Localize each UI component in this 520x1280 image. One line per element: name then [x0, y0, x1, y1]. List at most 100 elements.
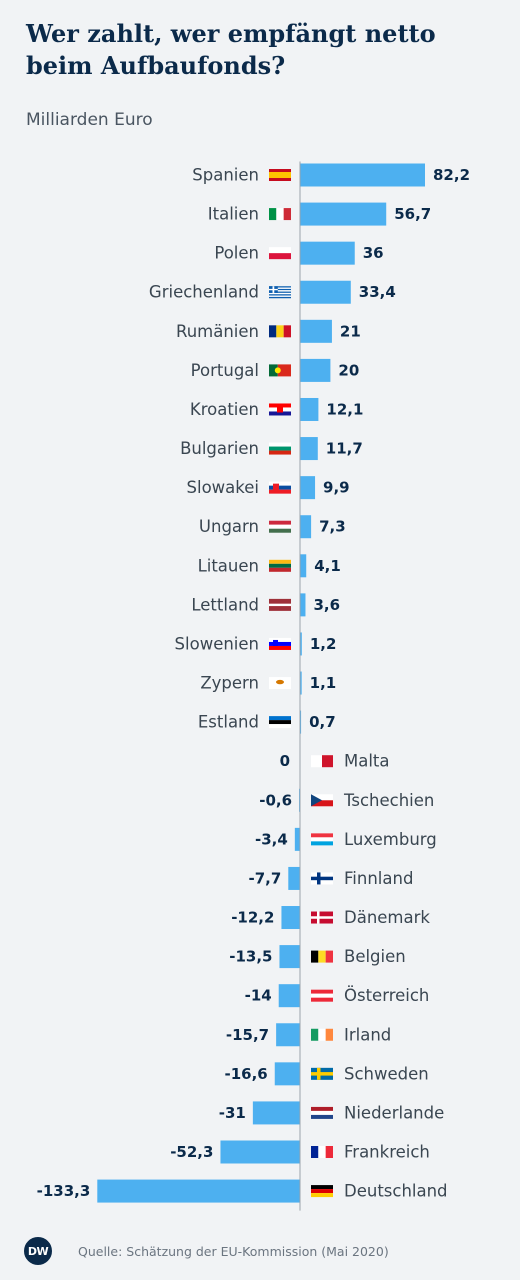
category-label-pl: Polen [214, 244, 259, 263]
bar-lu [294, 827, 300, 851]
value-label-de: -133,3 [37, 1182, 91, 1200]
category-label-si: Slowenien [175, 634, 259, 653]
category-label-ie: Irland [344, 1025, 391, 1044]
flag-lu-icon [311, 833, 333, 846]
footer: DW Quelle: Schätzung der EU-Kommission (… [24, 1237, 389, 1265]
value-label-sk: 9,9 [323, 479, 350, 497]
category-label-lv: Lettland [191, 595, 259, 614]
flag-ee-icon [269, 716, 291, 729]
flag-bg-icon [269, 442, 291, 455]
chart-subtitle: Milliarden Euro [26, 110, 153, 130]
flag-de-icon [311, 1185, 333, 1198]
category-label-hu: Ungarn [199, 517, 259, 536]
flag-at-icon [311, 989, 333, 1002]
flag-be-icon [311, 950, 333, 963]
value-label-fr: -52,3 [170, 1143, 213, 1161]
flag-ro-icon [269, 325, 291, 338]
flag-lv-icon [269, 598, 291, 611]
value-label-pl: 36 [363, 244, 384, 262]
flag-pl-icon [269, 247, 291, 260]
bar-cy [300, 671, 302, 695]
category-label-se: Schweden [344, 1064, 429, 1083]
category-label-nl: Niederlande [344, 1103, 444, 1122]
value-label-se: -16,6 [225, 1065, 268, 1083]
flag-lt-icon [269, 559, 291, 572]
value-label-pt: 20 [338, 361, 359, 379]
flag-ie-icon [311, 1028, 333, 1041]
category-label-gr: Griechenland [149, 283, 259, 302]
flag-si-icon [269, 637, 291, 650]
bar-de [97, 1179, 301, 1203]
bar-be [279, 945, 300, 969]
value-label-hu: 7,3 [319, 518, 346, 536]
category-label-de: Deutschland [344, 1182, 448, 1201]
flag-gr-icon [269, 286, 291, 299]
category-label-fr: Frankreich [344, 1143, 430, 1162]
bar-es [300, 163, 425, 187]
value-label-bg: 11,7 [326, 440, 363, 458]
bar-it [300, 202, 387, 226]
value-label-at: -14 [245, 987, 272, 1005]
flag-cz-icon [311, 794, 333, 807]
category-label-lt: Litauen [198, 556, 259, 575]
value-label-es: 82,2 [433, 166, 470, 184]
value-label-be: -13,5 [229, 948, 272, 966]
value-label-lt: 4,1 [314, 557, 341, 575]
value-label-gr: 33,4 [359, 283, 396, 301]
category-label-pt: Portugal [191, 361, 259, 380]
chart-title: Wer zahlt, wer empfängt netto beim Aufba… [26, 19, 436, 80]
value-label-hr: 12,1 [326, 400, 363, 418]
category-label-ee: Estland [198, 713, 259, 732]
value-label-lv: 3,6 [313, 596, 340, 614]
category-label-mt: Malta [344, 752, 390, 771]
bar-hr [300, 397, 319, 421]
bar-si [300, 632, 302, 656]
flag-es-icon [269, 169, 291, 181]
bar-sk [300, 476, 316, 500]
bar-lv [300, 593, 306, 617]
category-label-dk: Dänemark [344, 908, 430, 927]
flag-hr-icon [269, 403, 291, 416]
value-label-ro: 21 [340, 322, 361, 340]
flag-fr-icon [311, 1146, 333, 1158]
value-label-fi: -7,7 [248, 869, 281, 887]
bar-lt [300, 554, 307, 578]
category-label-hr: Kroatien [190, 400, 259, 419]
value-label-mt: 0 [280, 752, 290, 770]
value-label-it: 56,7 [394, 205, 431, 223]
category-label-be: Belgien [344, 947, 406, 966]
bar-at [278, 984, 300, 1008]
flag-hu-icon [269, 520, 291, 533]
bar-ro [300, 319, 332, 343]
category-label-it: Italien [208, 205, 259, 224]
bar-chart: 82,2 Spanien 56,7 Italien 36 Polen 33,4 Grieche… [37, 161, 470, 1211]
value-label-ie: -15,7 [226, 1026, 269, 1044]
flag-cy-icon [269, 677, 291, 690]
value-label-cy: 1,1 [310, 674, 337, 692]
bar-fr [220, 1140, 300, 1164]
category-label-cz: Tschechien [343, 791, 434, 810]
dw-logo: DW [24, 1237, 52, 1265]
value-label-si: 1,2 [310, 635, 337, 653]
flag-sk-icon [269, 481, 291, 494]
flag-fi-icon [311, 872, 333, 885]
category-label-cy: Zypern [200, 674, 259, 693]
value-label-lu: -3,4 [255, 830, 288, 848]
bar-se [274, 1062, 300, 1086]
bar-hu [300, 515, 312, 539]
bar-fi [288, 866, 300, 890]
value-label-dk: -12,2 [231, 909, 274, 927]
bar-gr [300, 280, 351, 304]
category-label-fi: Finnland [344, 869, 413, 888]
bar-pt [300, 358, 331, 382]
bar-ee [300, 710, 302, 734]
flag-nl-icon [311, 1106, 333, 1119]
value-label-cz: -0,6 [259, 791, 292, 809]
flag-pt-icon [269, 364, 291, 377]
category-label-es: Spanien [192, 166, 259, 185]
category-label-lu: Luxemburg [344, 830, 437, 849]
value-label-ee: 0,7 [309, 713, 336, 731]
value-label-nl: -31 [219, 1104, 246, 1122]
bar-dk [281, 906, 300, 930]
category-label-ro: Rumänien [176, 322, 259, 341]
